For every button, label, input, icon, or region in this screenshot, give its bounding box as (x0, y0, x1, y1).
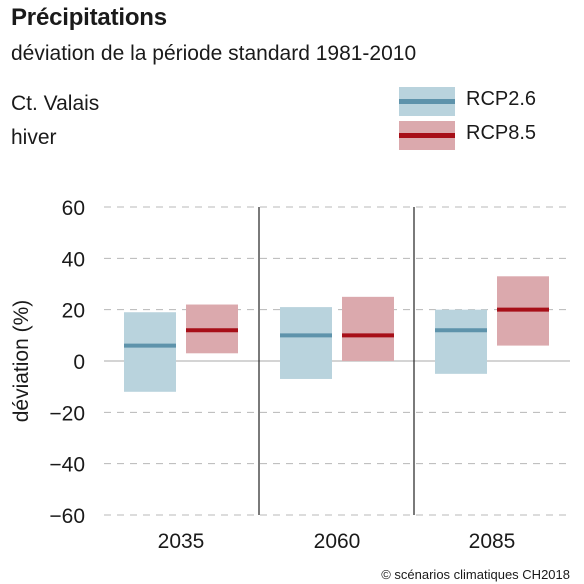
legend-label-rcp26: RCP2.6 (466, 88, 537, 110)
y-tick-label: 0 (73, 351, 85, 374)
y-tick-label: −40 (49, 454, 85, 477)
x-tick-label: 2060 (314, 530, 361, 553)
range-band-rcp26 (435, 309, 487, 374)
y-tick-label: −20 (49, 402, 85, 425)
y-tick-label: 60 (62, 197, 85, 220)
y-tick-label: 40 (62, 248, 85, 271)
legend-label-rcp85: RCP8.5 (466, 122, 537, 144)
x-tick-label: 2085 (469, 530, 516, 553)
range-band-rcp26 (124, 312, 176, 392)
y-axis-label: déviation (%) (10, 300, 33, 423)
legend-swatch-rcp26 (399, 87, 455, 116)
y-tick-label: −60 (49, 505, 85, 528)
range-band-rcp26 (280, 307, 332, 379)
credit-text: © scénarios climatiques CH2018 (381, 567, 570, 582)
legend-swatch-rcp85 (399, 121, 455, 150)
chart-subtitle: déviation de la période standard 1981-20… (11, 42, 417, 65)
region-label: Ct. Valais (11, 92, 100, 115)
y-tick-label: 20 (62, 300, 85, 323)
chart-title: Précipitations (11, 4, 167, 31)
x-tick-label: 2035 (158, 530, 205, 553)
range-band-rcp85 (342, 296, 394, 361)
season-label: hiver (11, 126, 57, 149)
